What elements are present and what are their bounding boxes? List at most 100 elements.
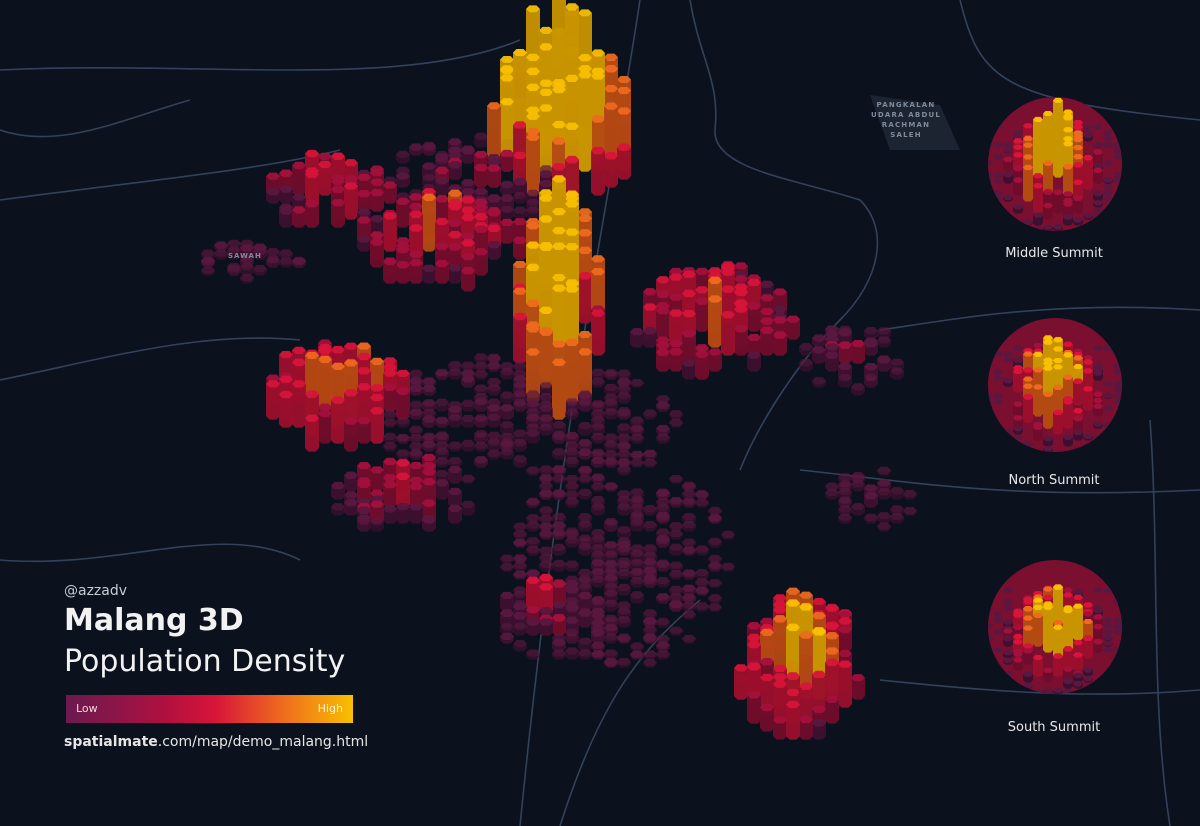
hex-column xyxy=(838,341,852,364)
hex-column xyxy=(656,641,670,652)
hex-column xyxy=(993,611,1003,617)
hex-column xyxy=(630,451,644,460)
hex-column xyxy=(1093,208,1103,214)
hex-column xyxy=(812,670,826,716)
hex-column xyxy=(1013,345,1023,351)
hex-column xyxy=(565,338,579,404)
hex-column xyxy=(669,410,683,420)
hex-column xyxy=(1083,132,1093,142)
hex-column xyxy=(461,399,475,412)
hex-column xyxy=(1003,378,1013,387)
hex-column xyxy=(591,575,605,588)
hex-column xyxy=(1043,391,1053,429)
hex-column xyxy=(695,490,709,500)
hex-column xyxy=(1103,136,1113,142)
hex-column xyxy=(864,327,878,340)
hex-column xyxy=(773,716,787,740)
hex-column xyxy=(552,543,566,556)
hex-column xyxy=(578,474,592,484)
road xyxy=(0,337,301,381)
hex-column xyxy=(988,393,993,399)
hex-column xyxy=(630,576,644,588)
source-url[interactable]: spatialmate.com/map/demo_malang.html xyxy=(64,734,368,750)
hex-column xyxy=(318,160,332,196)
hex-column xyxy=(435,416,449,428)
hex-column xyxy=(227,265,241,276)
hex-column xyxy=(1103,640,1113,647)
hex-column xyxy=(669,418,683,428)
hex-column xyxy=(591,641,605,652)
hex-column xyxy=(617,449,631,460)
hex-column xyxy=(552,474,566,484)
district-label: SAWAH xyxy=(228,252,262,260)
hex-column xyxy=(448,487,462,508)
hex-column xyxy=(279,257,293,268)
hex-column xyxy=(1093,190,1103,202)
hex-column xyxy=(903,490,917,500)
hex-column xyxy=(565,408,579,420)
hex-column xyxy=(500,554,514,564)
hex-column xyxy=(539,104,553,180)
hex-column xyxy=(1053,687,1063,694)
hex-column xyxy=(604,408,618,420)
hex-column xyxy=(461,147,475,164)
middle-summit-inset xyxy=(988,97,1122,231)
hex-column xyxy=(292,161,306,196)
hex-column xyxy=(1003,357,1013,363)
hex-column xyxy=(1103,647,1113,653)
hex-column xyxy=(1113,154,1122,160)
hex-column xyxy=(669,570,683,580)
hex-column xyxy=(1113,172,1122,178)
hex-column xyxy=(578,272,592,324)
hex-column xyxy=(383,480,397,508)
hex-column xyxy=(526,649,540,660)
hex-column xyxy=(669,626,683,636)
hex-column xyxy=(760,703,774,732)
hex-column xyxy=(552,614,566,636)
hex-column xyxy=(643,327,657,348)
hex-column xyxy=(513,192,527,204)
hex-column xyxy=(993,190,1003,196)
hex-column xyxy=(1083,386,1093,411)
hex-column xyxy=(1013,368,1023,393)
hex-column xyxy=(1043,604,1053,653)
hex-column xyxy=(1013,657,1023,671)
hex-column xyxy=(591,433,605,444)
south-summit-inset xyxy=(988,560,1122,694)
hex-column xyxy=(988,623,993,629)
hex-column xyxy=(1033,116,1043,178)
hex-column xyxy=(526,576,540,612)
hex-column xyxy=(487,449,501,460)
hex-column xyxy=(487,164,501,188)
hex-column xyxy=(604,457,618,468)
hex-column xyxy=(474,163,488,188)
hex-column xyxy=(500,591,514,612)
hex-column xyxy=(292,257,306,268)
hex-column xyxy=(539,489,553,500)
hex-column xyxy=(630,458,644,468)
hex-column xyxy=(1033,424,1043,441)
airport-label-line: SALEH xyxy=(890,131,922,139)
hex-column xyxy=(851,502,865,516)
hex-column xyxy=(565,536,579,548)
hex-column xyxy=(201,258,215,268)
hex-column xyxy=(1093,167,1103,184)
hex-column xyxy=(1013,415,1023,429)
hex-column xyxy=(1093,639,1103,653)
hex-column xyxy=(890,487,904,500)
hex-column xyxy=(513,622,527,636)
hex-column xyxy=(1093,149,1103,166)
hex-column xyxy=(643,634,657,644)
hex-column xyxy=(1073,681,1083,689)
hex-column xyxy=(708,537,722,548)
hex-column xyxy=(1013,204,1023,214)
hex-column xyxy=(1053,189,1063,214)
color-legend: Low High xyxy=(66,695,353,723)
hex-column xyxy=(1113,629,1122,635)
hex-column xyxy=(799,682,813,724)
airport-label-line: UDARA ABDUL xyxy=(870,111,942,119)
hex-column xyxy=(1023,441,1033,447)
hex-column xyxy=(656,577,670,588)
